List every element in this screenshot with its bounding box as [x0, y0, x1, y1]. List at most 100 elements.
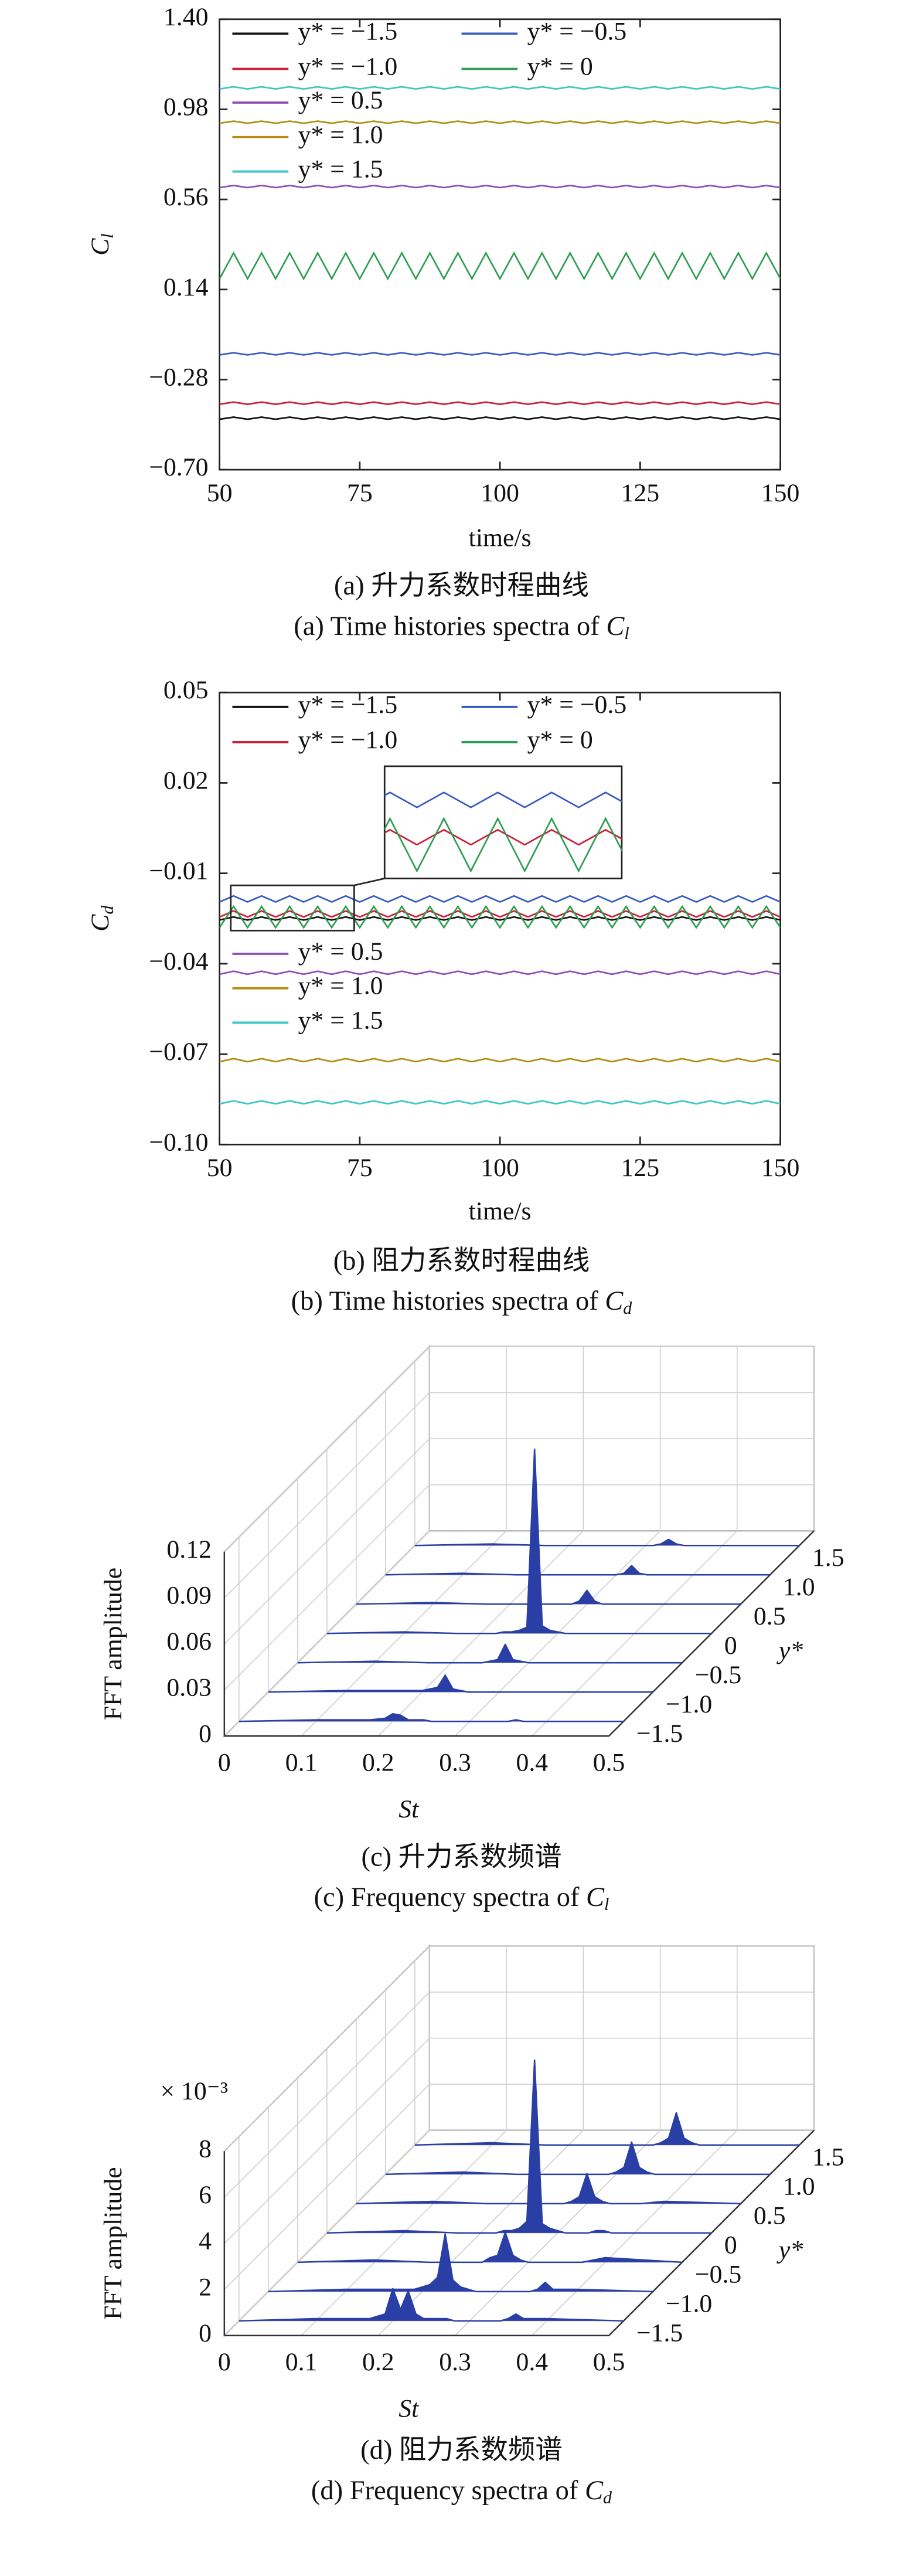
- spectrum: [356, 1589, 741, 1605]
- x-tick-label: 0: [218, 1748, 231, 1776]
- y-tick-label: 0.98: [164, 93, 209, 121]
- spectrum: [414, 1538, 800, 1547]
- y-axis-label: Cd: [86, 905, 117, 932]
- x-tick-label: 0.5: [593, 1748, 625, 1776]
- y-axis-subscript: d: [97, 905, 117, 915]
- series-line: [219, 1100, 781, 1105]
- spectrum: [356, 2173, 741, 2205]
- spectrum: [414, 2112, 800, 2146]
- inset-frame: [383, 765, 623, 879]
- x-tick-label: 75: [347, 1154, 373, 1182]
- legend-label: y* = 0: [527, 53, 593, 81]
- series-line: [219, 895, 781, 903]
- x-tick-label: 0.4: [516, 1748, 548, 1776]
- legend-label: y* = 1.0: [298, 972, 383, 1000]
- legend-label: y* = 0.5: [298, 937, 383, 966]
- y-tick-label: −1.5: [636, 1719, 683, 1748]
- caption-subscript: d: [603, 2487, 612, 2507]
- series-line: [219, 416, 781, 420]
- x-tick-label: 0.1: [285, 2348, 318, 2376]
- x-tick-label: 125: [621, 1154, 660, 1182]
- x-tick-label: 125: [621, 479, 660, 507]
- y-tick-label: −0.10: [149, 1128, 208, 1156]
- y-tick-label: 0: [724, 2231, 737, 2259]
- spectrum: [239, 1712, 624, 1722]
- y-axis-label: Cl: [86, 233, 117, 256]
- x-tick-label: 0: [218, 2348, 231, 2376]
- y-tick-label: 0.56: [164, 183, 209, 211]
- x-tick-label: 75: [347, 479, 373, 507]
- z-tick-label: 0: [199, 2319, 212, 2347]
- x-tick-label: 0.1: [285, 1748, 318, 1776]
- caption-zh: (a) 升力系数时程曲线: [334, 571, 589, 601]
- series-line: [219, 184, 781, 189]
- z-tick-label: 4: [199, 2227, 212, 2255]
- legend-label: y* = −1.0: [298, 53, 398, 81]
- y-tick-label: −0.5: [695, 1661, 741, 1689]
- y-tick-label: 1.0: [783, 2173, 815, 2201]
- caption-subscript: l: [604, 1894, 609, 1914]
- y-axis-label: y*: [776, 2236, 803, 2264]
- caption-symbol: C: [585, 2475, 604, 2505]
- caption-text: (c) Frequency spectra of: [314, 1882, 586, 1912]
- legend-label: y* = 1.5: [298, 155, 383, 183]
- y-tick-label: −0.01: [149, 857, 208, 885]
- inset-line: [384, 817, 622, 873]
- y-tick-label: −0.28: [149, 363, 208, 392]
- y-axis-symbol: C: [86, 238, 114, 256]
- y-tick-label: −0.5: [695, 2261, 741, 2289]
- z-tick-label: 8: [199, 2135, 212, 2163]
- y-axis-label: y*: [776, 1636, 803, 1664]
- series-line: [219, 905, 781, 929]
- caption-zh: (c) 升力系数频谱: [361, 1842, 561, 1872]
- y-tick-label: 0.5: [754, 1602, 786, 1630]
- legend-label: y* = −1.5: [298, 17, 398, 45]
- y-tick-label: −1.0: [666, 2289, 712, 2317]
- caption-subscript: l: [624, 623, 629, 643]
- x-tick-label: 150: [761, 479, 800, 507]
- y-tick-label: 1.0: [783, 1573, 815, 1601]
- spectrum: [239, 2288, 624, 2322]
- x-tick-label: 0.5: [593, 2348, 625, 2376]
- z-tick-label: 0.03: [166, 1674, 212, 1702]
- plot-frame: [219, 691, 781, 1146]
- x-tick-label: 0.2: [362, 1748, 394, 1776]
- series-line: [219, 970, 781, 976]
- series-line: [219, 251, 781, 281]
- caption-zh: (b) 阻力系数时程曲线: [333, 1246, 590, 1276]
- y-axis-symbol: C: [86, 914, 114, 932]
- inset-line: [384, 791, 622, 808]
- z-axis-label: FFT amplitude: [99, 2167, 127, 2319]
- z-tick-label: 0.06: [166, 1627, 212, 1656]
- series-line: [219, 401, 781, 405]
- z-axis-label: FFT amplitude: [99, 1568, 127, 1720]
- z-tick-label: 6: [199, 2181, 212, 2209]
- x-tick-label: 0.3: [439, 2348, 471, 2376]
- y-tick-label: −0.04: [149, 947, 208, 976]
- spectrum: [268, 1674, 653, 1693]
- caption-symbol: C: [606, 611, 625, 641]
- legend-label: y* = −0.5: [527, 691, 627, 719]
- y-tick-label: −0.07: [149, 1038, 208, 1066]
- caption-symbol: C: [586, 1882, 605, 1912]
- caption-en: (b) Time histories spectra of Cd: [291, 1286, 633, 1318]
- spectrum: [326, 1448, 712, 1634]
- y-tick-label: −1.5: [636, 2319, 683, 2347]
- y-tick-label: 1.5: [812, 2143, 844, 2171]
- legend-label: y* = −1.5: [298, 691, 398, 719]
- series-line: [219, 352, 781, 356]
- zoom-box: [230, 884, 355, 932]
- x-axis-label: St: [399, 1795, 420, 1823]
- y-tick-label: 0.05: [164, 676, 209, 704]
- caption-en: (a) Time histories spectra of Cl: [294, 611, 629, 643]
- series-line: [219, 120, 781, 124]
- legend-label: y* = 0.5: [298, 86, 383, 114]
- x-tick-label: 100: [481, 1154, 519, 1182]
- y-tick-label: −1.0: [666, 1690, 712, 1718]
- caption-text: (d) Frequency spectra of: [311, 2475, 585, 2505]
- x-axis-label: St: [399, 2394, 420, 2422]
- z-multiplier: × 10⁻³: [160, 2077, 228, 2105]
- x-tick-label: 150: [761, 1154, 800, 1182]
- y-tick-label: 0.02: [164, 766, 209, 794]
